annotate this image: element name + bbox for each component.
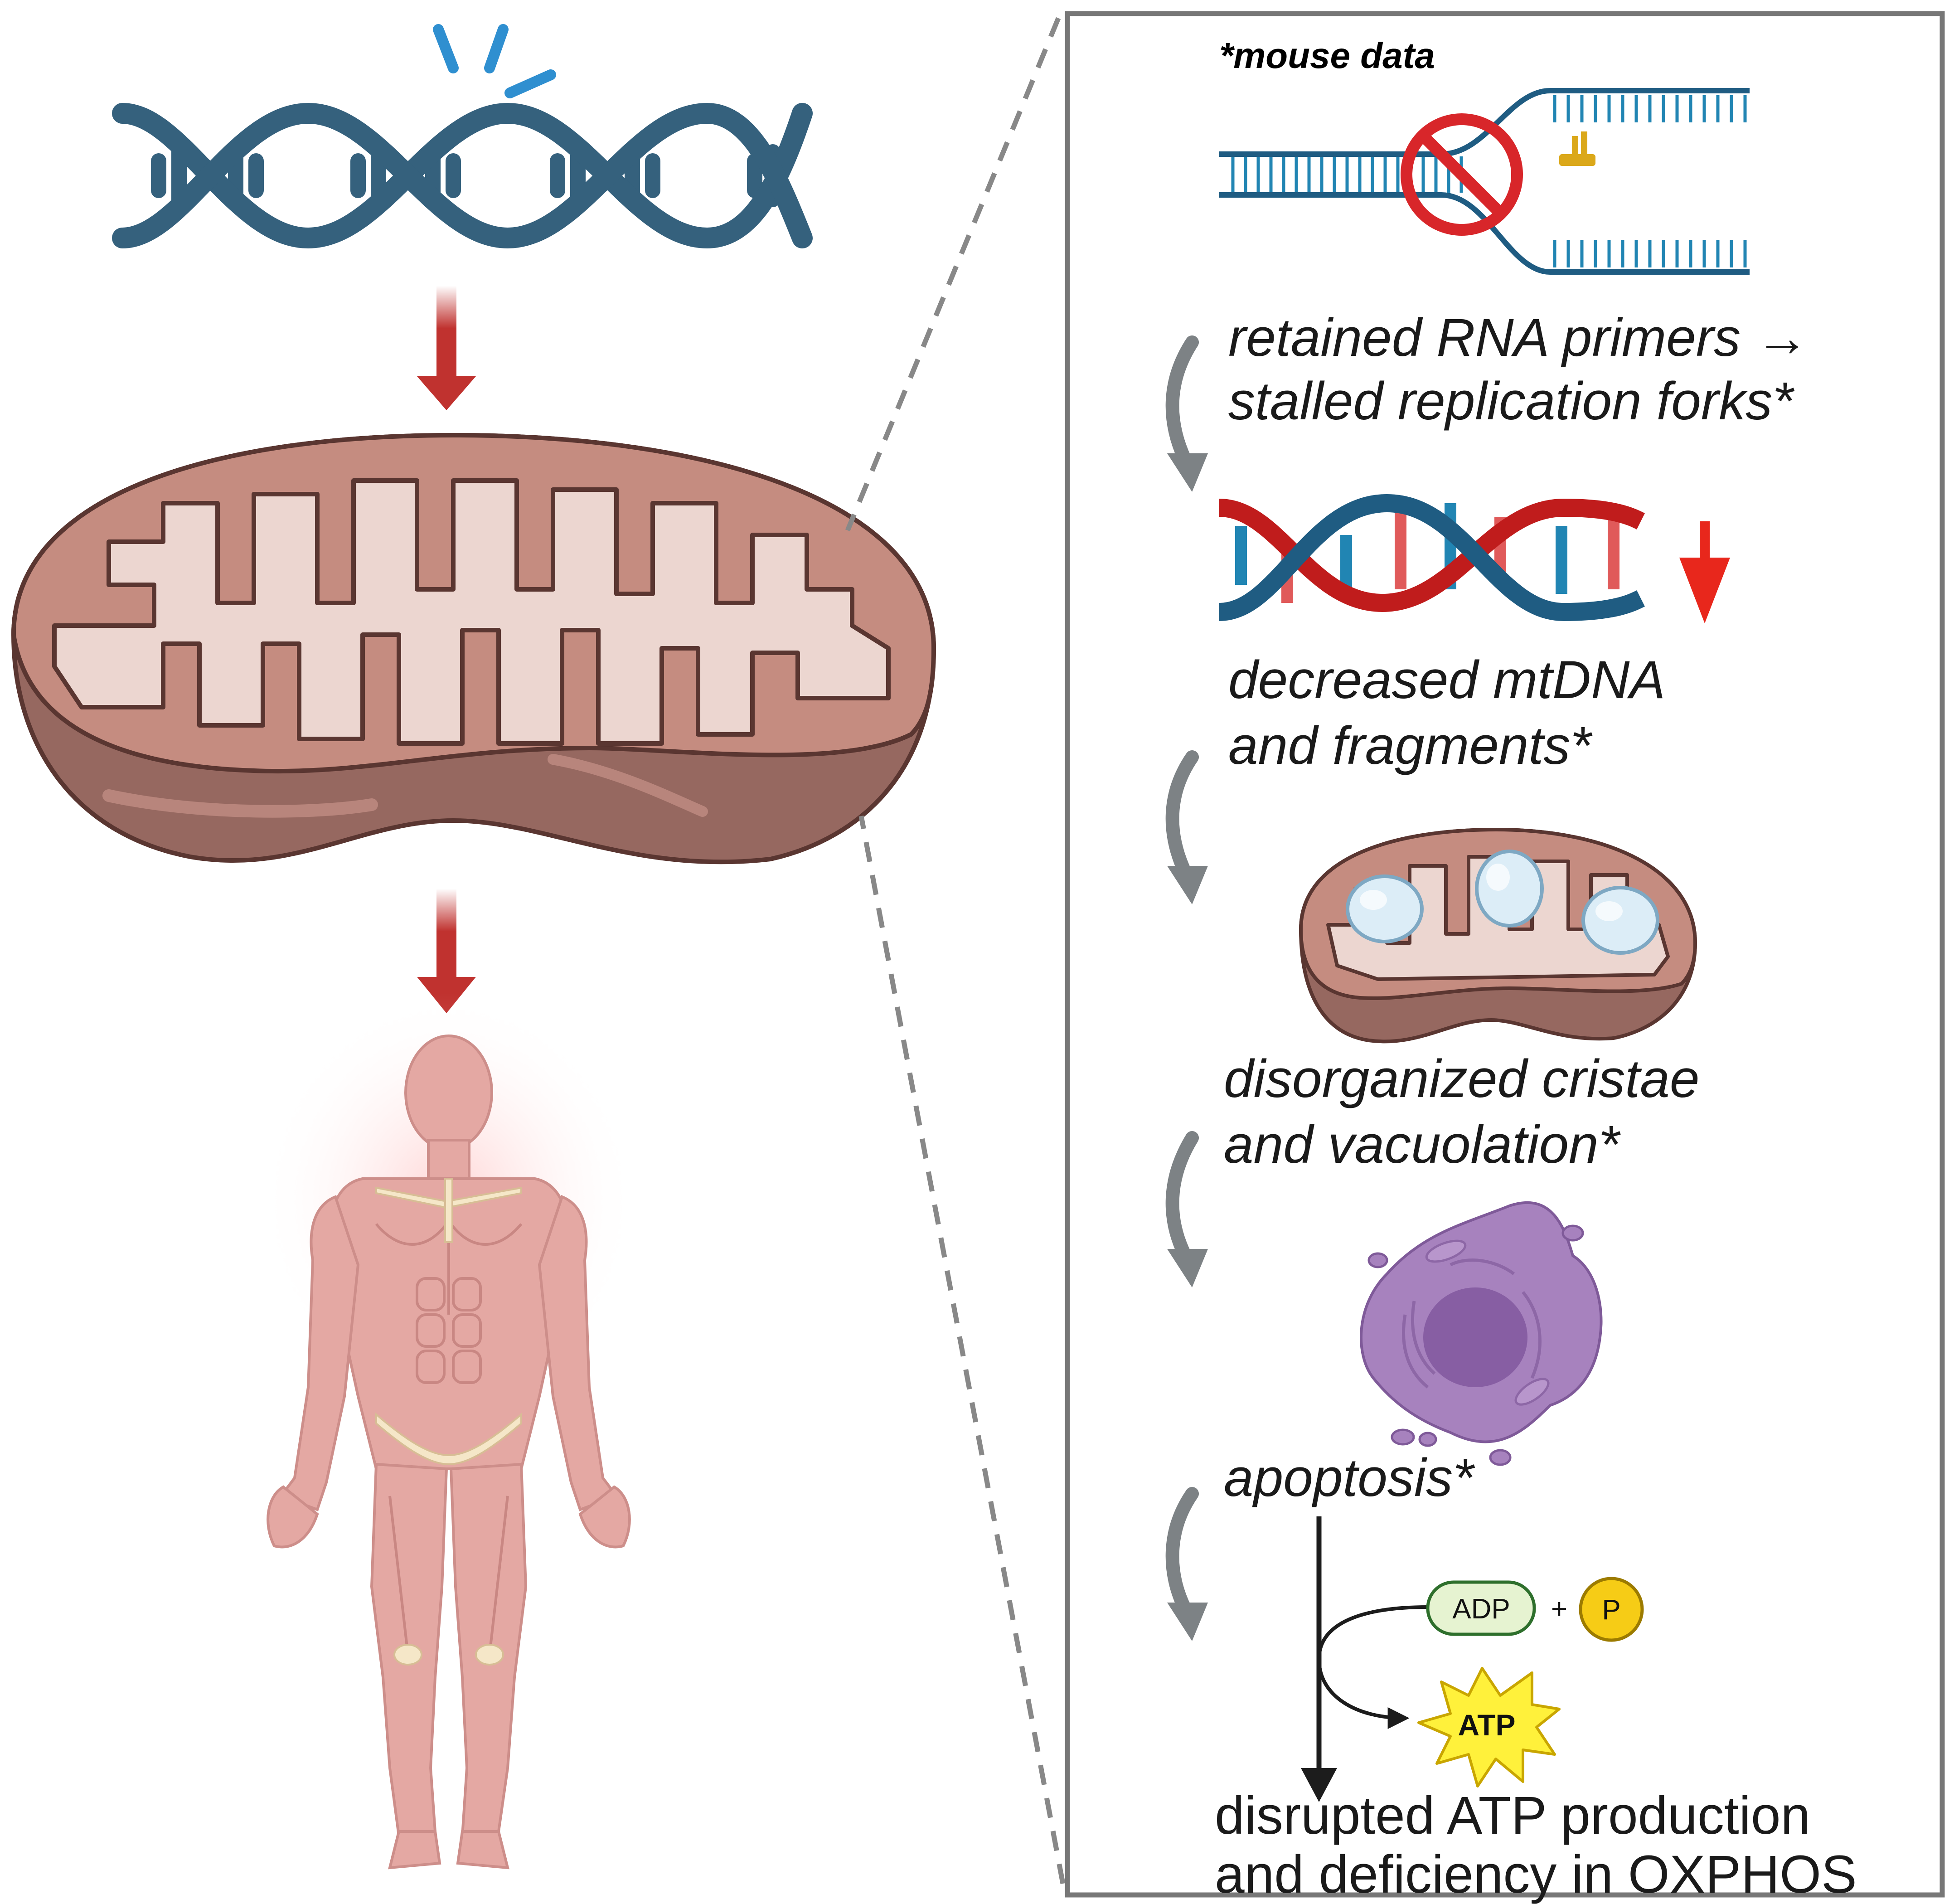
dna-strand-a — [112, 102, 813, 249]
blocked-icon — [1401, 113, 1523, 236]
step-mtdna-line2: and fragments* — [1228, 716, 1593, 776]
step-primers-line2: stalled replication forks* — [1228, 371, 1795, 431]
decrease-arrow-icon — [1679, 521, 1730, 623]
phosphate-icon — [1579, 1577, 1644, 1642]
step-apoptosis: apoptosis* — [1224, 1448, 1475, 1508]
red-arrow-mito-to-body — [417, 889, 476, 1013]
red-arrow-dna-to-mito — [417, 286, 476, 410]
atp-star-icon — [1417, 1667, 1561, 1787]
stalled-replication-fork — [1219, 88, 1750, 275]
step-atp-line2: and deficiency in OXPHOS — [1215, 1845, 1857, 1904]
step-cristae-line1: disorganized cristae — [1224, 1049, 1699, 1109]
phosphate-label: P — [1602, 1594, 1620, 1626]
mutation-burst-icon — [433, 24, 556, 98]
dna-strand-b — [112, 102, 813, 249]
mitochondrion-vacuolated — [1299, 827, 1697, 1044]
adp-label: ADP — [1452, 1593, 1510, 1625]
step-primers-line1: retained RNA primers → — [1228, 308, 1809, 368]
step-atp-line1: disrupted ATP production — [1215, 1786, 1810, 1846]
human-body-muscles — [258, 993, 639, 1870]
apoptotic-bodies — [1367, 1224, 1584, 1466]
step-cristae-line2: and vacuolation* — [1224, 1115, 1621, 1175]
mitochondrion-large — [11, 432, 936, 865]
apoptotic-cell — [1360, 1201, 1603, 1466]
mouse-data-note: *mouse data — [1219, 35, 1435, 76]
atp-label: ATP — [1458, 1708, 1515, 1742]
gray-arrow-1 — [1165, 335, 1208, 492]
polymerase-icon — [1559, 131, 1595, 166]
gray-arrow-3 — [1165, 1131, 1208, 1287]
dna-helix — [112, 102, 813, 249]
dna-rungs — [151, 142, 781, 209]
zoom-lines — [845, 17, 1066, 1885]
step-mtdna-line1: decreased mtDNA — [1228, 650, 1665, 710]
mtdna-helix — [1218, 494, 1645, 622]
gray-arrow-4 — [1165, 1487, 1208, 1641]
plus-sign: + — [1551, 1593, 1567, 1625]
gray-arrow-2 — [1165, 750, 1208, 904]
atp-reaction: ADP + P ATP — [1301, 1516, 1644, 1802]
adp-pill — [1426, 1580, 1536, 1636]
